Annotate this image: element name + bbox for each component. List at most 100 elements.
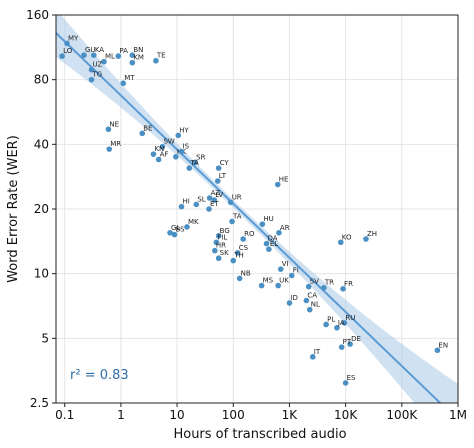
y-tick-label: 160 [26, 8, 49, 22]
point-marker [334, 324, 340, 331]
point-marker [159, 143, 166, 150]
data-point-pa: PA [115, 47, 128, 59]
point-label: PL [327, 315, 335, 323]
x-tick-label: 10K [334, 408, 358, 422]
point-label: TH [233, 252, 244, 260]
point-marker [115, 53, 122, 59]
point-marker [167, 229, 173, 236]
x-tick-label: 10 [169, 408, 184, 422]
data-point-gu: GU [81, 46, 96, 58]
point-marker [363, 236, 369, 242]
point-label: BS [176, 226, 186, 234]
point-marker [101, 58, 107, 65]
data-point-ko: KO [337, 233, 352, 246]
point-marker [266, 246, 272, 252]
point-marker [342, 380, 349, 386]
data-point-sr: SR [192, 153, 206, 166]
data-point-bn: BN [129, 46, 143, 58]
data-point-tg: TG [88, 71, 103, 83]
data-point-de: DE [347, 335, 361, 347]
point-marker [175, 132, 182, 139]
point-marker [321, 284, 327, 291]
point-label: MR [110, 140, 121, 148]
point-label: JA [337, 319, 345, 327]
point-label: CS [239, 244, 249, 252]
point-label: ID [290, 294, 297, 302]
data-point-tr: TR [321, 279, 334, 291]
point-label: BE [143, 124, 152, 132]
point-label: ES [347, 374, 356, 382]
point-label: CA [307, 292, 317, 300]
point-marker [230, 257, 237, 264]
point-label: FR [344, 280, 353, 288]
confidence-band [56, 15, 458, 403]
data-point-id: ID [286, 294, 298, 306]
point-label: MS [263, 277, 274, 285]
data-point-en: EN [434, 341, 448, 354]
data-point-uz: UZ [88, 61, 103, 73]
point-marker [214, 178, 221, 184]
data-point-it: IT [309, 348, 321, 360]
point-marker [347, 341, 353, 347]
y-axis-ticks: 2.5 5 10 20 40 80 160 [26, 8, 56, 410]
point-label: AF [160, 150, 169, 158]
data-point-nl: NL [306, 301, 320, 313]
point-marker [178, 203, 185, 210]
point-marker [234, 250, 241, 256]
data-point-da: DA [263, 235, 278, 247]
point-label: SL [197, 195, 205, 203]
point-marker [139, 130, 146, 137]
point-label: UK [279, 277, 289, 285]
point-marker [323, 321, 329, 328]
point-marker [306, 306, 313, 313]
point-label: MT [124, 74, 135, 82]
data-point-kn: KN [150, 145, 164, 157]
point-label: TG [92, 71, 103, 79]
point-marker [240, 236, 246, 242]
point-label: HY [179, 126, 189, 134]
data-point-cs: CS [234, 244, 249, 256]
point-label: TA [232, 212, 242, 220]
point-label: AZ [211, 189, 221, 197]
point-marker [206, 206, 212, 212]
point-label: NB [241, 269, 251, 277]
point-label: IS [183, 143, 190, 151]
point-marker [155, 156, 162, 163]
data-point-lt: LT [214, 172, 227, 184]
point-marker [129, 52, 136, 58]
point-marker [64, 40, 70, 47]
point-label: ET [210, 200, 219, 208]
data-point-bs: BS [171, 226, 186, 238]
data-point-ms: MS [258, 277, 274, 289]
point-label: HU [263, 215, 273, 223]
data-point-fi: FI [288, 267, 299, 279]
point-label: ZH [367, 230, 377, 238]
data-point-fil: FIL [213, 233, 227, 246]
point-marker [171, 231, 178, 238]
y-tick-label: 40 [34, 137, 49, 151]
point-marker [120, 80, 127, 87]
point-marker [236, 275, 243, 282]
point-marker [434, 347, 441, 354]
point-marker [341, 320, 348, 326]
data-point-sl: SL [193, 195, 206, 208]
data-point-cy: CY [215, 159, 229, 171]
data-point-nb: NB [236, 269, 251, 282]
data-point-es: ES [342, 374, 356, 386]
point-marker [59, 53, 65, 59]
point-label: TR [324, 279, 334, 287]
data-point-pl: PL [323, 315, 335, 328]
point-marker [153, 57, 159, 64]
point-label: EN [438, 341, 448, 349]
data-point-el: EL [266, 240, 278, 252]
point-marker [340, 286, 346, 292]
point-label: FI [293, 267, 299, 275]
point-marker [192, 159, 198, 166]
point-marker [338, 344, 345, 350]
point-label: UR [232, 193, 242, 201]
point-marker [288, 272, 295, 279]
data-point-uk: UK [275, 277, 289, 289]
data-point-ka: KA [91, 46, 104, 58]
data-point-gl: GL [167, 224, 180, 236]
data-point-hy: HY [175, 126, 190, 139]
